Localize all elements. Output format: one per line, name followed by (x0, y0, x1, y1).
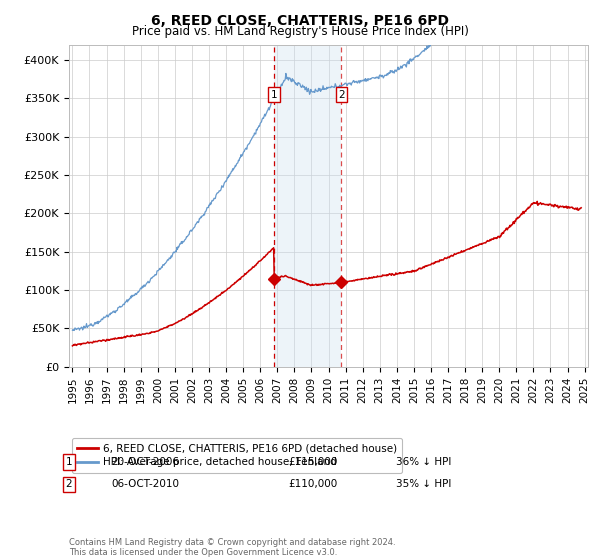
Text: £115,000: £115,000 (288, 457, 337, 467)
Text: 20-OCT-2006: 20-OCT-2006 (111, 457, 179, 467)
Text: Price paid vs. HM Land Registry's House Price Index (HPI): Price paid vs. HM Land Registry's House … (131, 25, 469, 38)
Text: 1: 1 (65, 457, 73, 467)
Text: 36% ↓ HPI: 36% ↓ HPI (396, 457, 451, 467)
Text: 35% ↓ HPI: 35% ↓ HPI (396, 479, 451, 489)
Text: 1: 1 (271, 90, 277, 100)
Text: 6, REED CLOSE, CHATTERIS, PE16 6PD: 6, REED CLOSE, CHATTERIS, PE16 6PD (151, 14, 449, 28)
Legend: 6, REED CLOSE, CHATTERIS, PE16 6PD (detached house), HPI: Average price, detache: 6, REED CLOSE, CHATTERIS, PE16 6PD (deta… (71, 438, 402, 473)
Text: Contains HM Land Registry data © Crown copyright and database right 2024.
This d: Contains HM Land Registry data © Crown c… (69, 538, 395, 557)
Text: £110,000: £110,000 (288, 479, 337, 489)
Text: 06-OCT-2010: 06-OCT-2010 (111, 479, 179, 489)
Text: 2: 2 (338, 90, 345, 100)
Bar (274, 45, 341, 367)
Text: 2: 2 (65, 479, 73, 489)
